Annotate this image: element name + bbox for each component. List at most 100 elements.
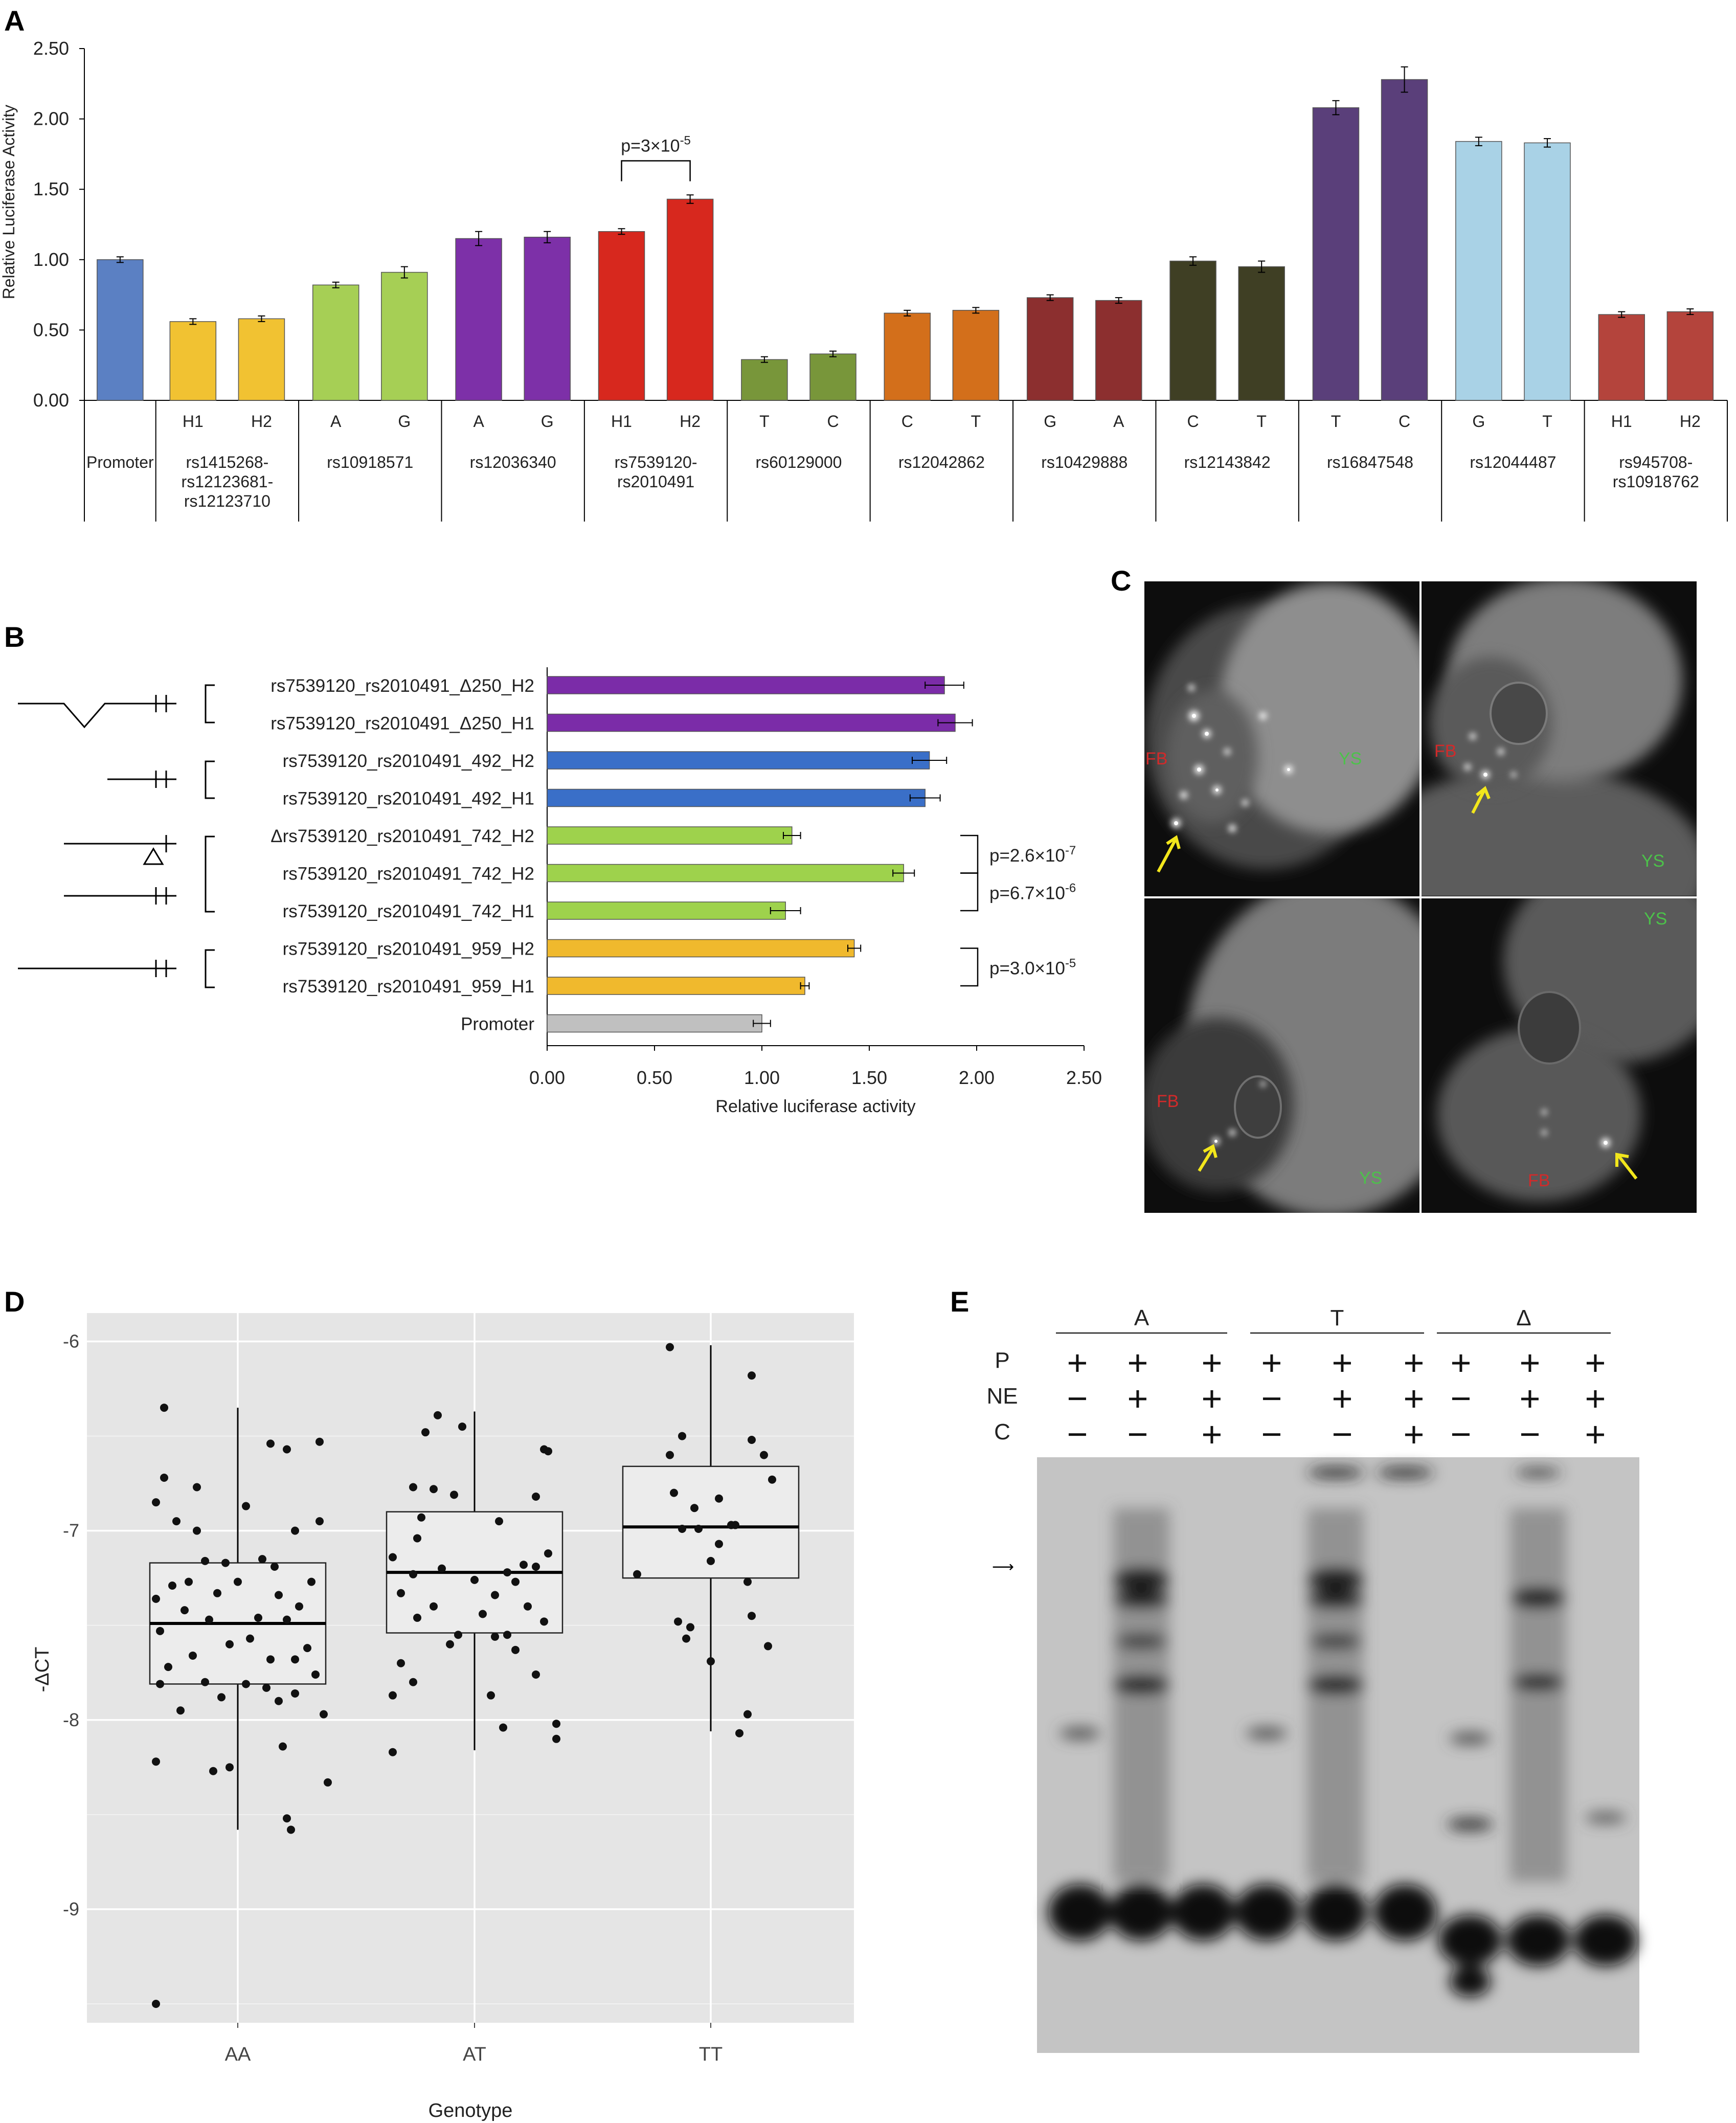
allele-label: G (398, 412, 411, 431)
gel-smear (1307, 1508, 1364, 1882)
panel-d-chart: -6 -7 -8 -9 AA AT TT -ΔCT Genotype (32, 1313, 854, 2121)
panel-a-y-axis-label: Relative Luciferase Activity (0, 105, 18, 300)
panel-letter-e: E (950, 1285, 969, 1318)
allele-label: C (827, 412, 839, 431)
bar (312, 284, 359, 401)
allele-label: H1 (183, 412, 204, 431)
data-point (389, 1691, 397, 1700)
bar (809, 353, 856, 401)
gel-band (1450, 1732, 1491, 1745)
group-label: rs10918762 (1613, 472, 1699, 491)
yolk-sac-label: YS (1359, 1168, 1382, 1188)
gel-band (1113, 1677, 1169, 1693)
row-label: C (994, 1419, 1010, 1444)
bar (1524, 142, 1571, 401)
gel-band (1307, 1467, 1364, 1478)
group-label: rs2010491 (617, 472, 694, 491)
allele-label: A (330, 412, 342, 431)
allele-label: H1 (1611, 412, 1632, 431)
panel-a-significance-bracket (621, 160, 691, 182)
bar (741, 359, 788, 401)
gel-band (1585, 1813, 1626, 1823)
panel-a-chart: Relative Luciferase Activity 0.00 0.50 1.0… (0, 38, 1728, 522)
data-point (690, 1504, 698, 1512)
y-tick-label: 2.00 (33, 108, 69, 129)
bar (666, 198, 714, 401)
data-point (303, 1644, 311, 1653)
bar (238, 318, 285, 401)
bar (547, 864, 904, 883)
x-tick-label: 1.50 (851, 1067, 887, 1088)
row-label: Promoter (461, 1014, 534, 1034)
data-point (172, 1517, 181, 1526)
bar (547, 713, 956, 732)
lane-group-label: A (1134, 1305, 1149, 1330)
data-point (397, 1589, 405, 1597)
data-point (205, 1615, 213, 1624)
bar (97, 259, 144, 401)
allele-label: H2 (251, 412, 272, 431)
gel-band (1246, 1727, 1287, 1740)
gel-band (1438, 1915, 1502, 1966)
p-value-exp: -6 (1065, 881, 1076, 895)
lane-sign: − (1520, 1414, 1541, 1454)
data-point (315, 1517, 324, 1526)
lane-sign: + (1261, 1343, 1282, 1383)
data-point (450, 1490, 458, 1499)
x-tick-label: 2.00 (959, 1067, 995, 1088)
gel-band (1574, 1915, 1637, 1966)
p-value: p=6.7×10-6 (989, 881, 1076, 903)
data-point (552, 1720, 560, 1728)
embryo-image-2: FB YS (1422, 581, 1697, 896)
data-point (226, 1640, 234, 1648)
data-point (417, 1513, 425, 1522)
bar (1381, 79, 1428, 401)
gel-band (1116, 1635, 1167, 1647)
allele-label: T (759, 412, 770, 431)
data-point (160, 1404, 168, 1412)
row-label: rs7539120_rs2010491_Δ250_H1 (270, 714, 534, 734)
yolk-sac-label: YS (1339, 749, 1362, 769)
lane-sign: + (1404, 1379, 1425, 1418)
data-point (234, 1577, 242, 1586)
arrow-icon (1471, 789, 1486, 814)
panel-a-p-value-base: p=3×10 (621, 136, 680, 155)
data-point (275, 1697, 283, 1705)
data-point (168, 1581, 176, 1590)
bar (547, 977, 805, 995)
data-point (458, 1422, 466, 1431)
data-point (201, 1556, 209, 1565)
lane-sign: + (1067, 1343, 1088, 1383)
gel-band (1110, 1884, 1173, 1940)
p-value: p=2.6×10-7 (989, 844, 1076, 866)
forebrain-label: FB (1145, 749, 1167, 769)
lane-sign: − (1067, 1414, 1088, 1454)
embryo-image-1: FB YS (1145, 583, 1419, 873)
allele-label: H1 (611, 412, 632, 431)
data-point (491, 1591, 499, 1599)
x-tick-label: 2.50 (1066, 1067, 1102, 1088)
row-label: rs7539120_rs2010491_742_H1 (283, 901, 534, 921)
data-point (152, 1757, 160, 1766)
data-point (193, 1526, 201, 1535)
data-point (503, 1568, 511, 1577)
forebrain-label: FB (1434, 741, 1456, 761)
arrow-icon (1617, 1155, 1638, 1180)
row-label: rs7539120_rs2010491_959_H2 (283, 939, 534, 959)
lane-sign: − (1128, 1414, 1148, 1454)
group-label: rs10918571 (327, 453, 413, 471)
group-label: rs7539120- (615, 453, 697, 471)
gel-band (1450, 1966, 1491, 1997)
data-point (152, 1999, 160, 2008)
allele-label: T (1542, 412, 1552, 431)
bar (547, 939, 855, 958)
gel-band (1310, 1635, 1361, 1647)
x-tick-label: AT (463, 2044, 486, 2065)
x-tick-label: AA (225, 2044, 251, 2065)
row-label: rs7539120_rs2010491_492_H1 (283, 789, 534, 809)
data-point (532, 1493, 540, 1501)
data-point (511, 1577, 520, 1586)
lane-sign: − (1067, 1379, 1088, 1418)
data-point (544, 1447, 552, 1456)
